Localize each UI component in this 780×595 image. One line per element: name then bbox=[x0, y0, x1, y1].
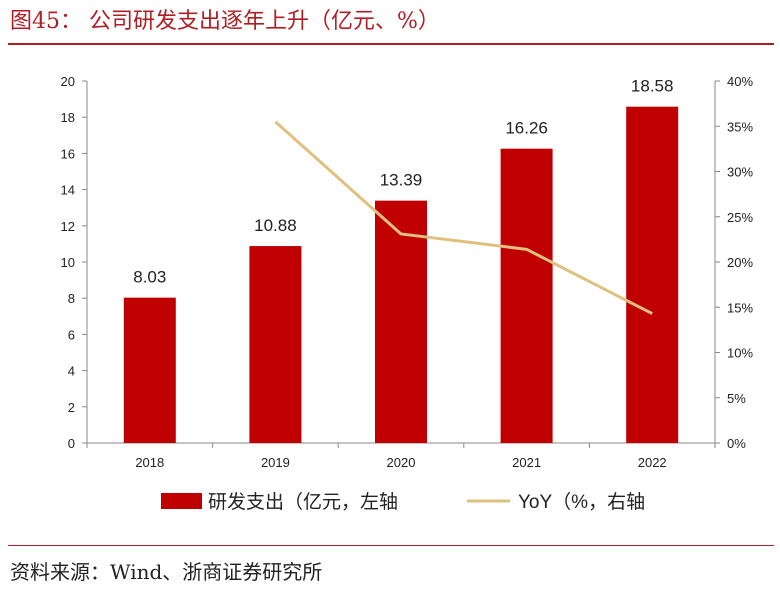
source-divider bbox=[8, 545, 774, 546]
x-tick-label: 2019 bbox=[261, 455, 290, 470]
y-right-tick-label: 15% bbox=[727, 300, 753, 315]
y-right-tick-label: 10% bbox=[727, 346, 753, 361]
y-left-tick-label: 14 bbox=[61, 183, 75, 198]
bar-data-label: 13.39 bbox=[380, 171, 423, 190]
y-left-tick-label: 6 bbox=[68, 327, 75, 342]
figure-title: 图45： 公司研发支出逐年上升（亿元、%） bbox=[10, 9, 440, 34]
legend-bar-label: 研发支出（亿元，左轴 bbox=[208, 491, 398, 513]
y-right-tick-label: 5% bbox=[727, 391, 746, 406]
x-tick-label: 2018 bbox=[135, 455, 164, 470]
yoy-line bbox=[274, 120, 653, 315]
x-tick-label: 2021 bbox=[512, 455, 541, 470]
bar-2022 bbox=[626, 106, 679, 444]
y-right-tick-label: 0% bbox=[727, 436, 746, 451]
y-right-tick-label: 20% bbox=[727, 255, 753, 270]
legend-line-label: YoY（%，右轴 bbox=[518, 491, 645, 513]
y-right-tick-label: 30% bbox=[727, 165, 753, 180]
y-right-tick-label: 40% bbox=[727, 74, 753, 89]
y-left-tick-label: 10 bbox=[61, 255, 75, 270]
y-left-tick-label: 20 bbox=[61, 74, 75, 89]
y-left-tick-label: 16 bbox=[61, 146, 75, 161]
y-left-tick-label: 4 bbox=[68, 364, 75, 379]
bar-2019 bbox=[249, 246, 302, 443]
y-left-tick-label: 8 bbox=[68, 291, 75, 306]
bar-2018 bbox=[123, 297, 176, 443]
bar-2020 bbox=[375, 200, 427, 443]
bar-data-label: 18.58 bbox=[631, 77, 674, 96]
y-left-tick-label: 2 bbox=[68, 400, 75, 415]
x-tick-label: 2022 bbox=[638, 455, 667, 470]
bar-data-label: 8.03 bbox=[133, 268, 166, 287]
bar-2021 bbox=[500, 148, 553, 443]
y-left-tick-label: 12 bbox=[61, 219, 75, 234]
legend-bar-swatch bbox=[161, 493, 202, 509]
x-tick-label: 2020 bbox=[387, 455, 416, 470]
y-right-tick-label: 25% bbox=[727, 210, 753, 225]
y-right-tick-label: 35% bbox=[727, 119, 753, 134]
title-divider bbox=[8, 43, 774, 45]
bar-data-label: 10.88 bbox=[254, 216, 297, 235]
y-left-tick-label: 0 bbox=[68, 436, 75, 451]
source-note: 资料来源：Wind、浙商证券研究所 bbox=[10, 560, 323, 584]
y-left-tick-label: 18 bbox=[61, 110, 75, 125]
bar-data-label: 16.26 bbox=[505, 119, 548, 138]
chart: 0 2 4 6 8 10 12 14 16 18 20 0% 5% 10% 15% 20% 25% 30% 35% 4… bbox=[61, 74, 754, 513]
